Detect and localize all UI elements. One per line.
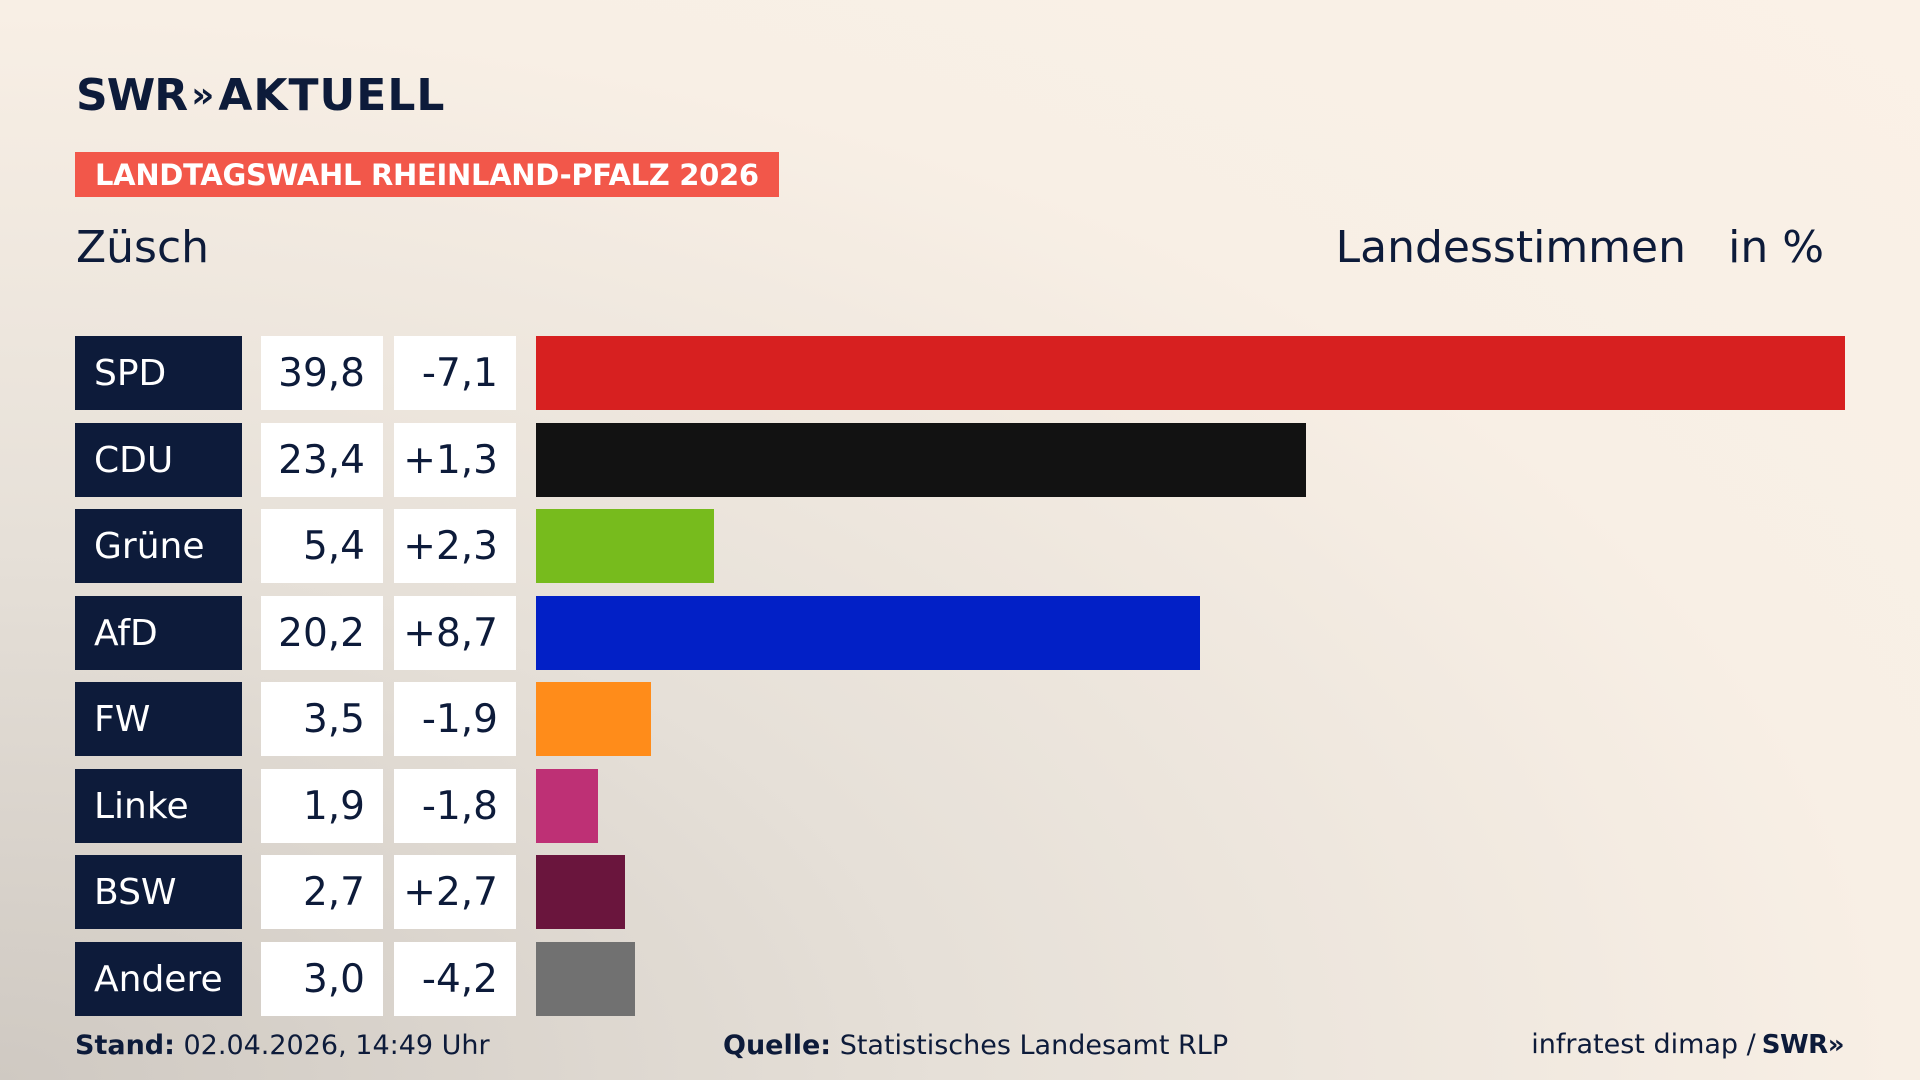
result-row: FW 3,5 -1,9	[75, 682, 1845, 756]
swr-small-logo: SWR»	[1761, 1029, 1845, 1060]
result-row: CDU 23,4 +1,3	[75, 423, 1845, 497]
footer-stand: Stand: 02.04.2026, 14:49 Uhr	[75, 1030, 490, 1061]
vote-change-label: -4,2	[394, 942, 516, 1016]
unit-label: in %	[1728, 222, 1824, 273]
vote-change-label: +2,3	[394, 509, 516, 583]
vote-change-label: +8,7	[394, 596, 516, 670]
result-bar	[536, 509, 714, 583]
swr-aktuell-logo: SWR » AKTUELL	[76, 70, 445, 121]
stand-label: Stand:	[75, 1030, 175, 1061]
result-bar	[536, 769, 598, 843]
vote-share-label: 3,0	[261, 942, 383, 1016]
result-bar	[536, 942, 635, 1016]
election-badge: LANDTAGSWAHL RHEINLAND-PFALZ 2026	[75, 152, 779, 197]
party-label: Grüne	[75, 509, 242, 583]
result-row: SPD 39,8 -7,1	[75, 336, 1845, 410]
vote-share-label: 5,4	[261, 509, 383, 583]
vote-share-label: 39,8	[261, 336, 383, 410]
party-label: AfD	[75, 596, 242, 670]
party-label: Andere	[75, 942, 242, 1016]
source-value: Statistisches Landesamt RLP	[831, 1030, 1229, 1061]
footer-source: Quelle: Statistisches Landesamt RLP	[723, 1030, 1228, 1061]
source-label: Quelle:	[723, 1030, 832, 1061]
party-label: CDU	[75, 423, 242, 497]
party-label: FW	[75, 682, 242, 756]
vote-share-label: 3,5	[261, 682, 383, 756]
result-row: Grüne 5,4 +2,3	[75, 509, 1845, 583]
result-bar	[536, 423, 1306, 497]
result-row: Andere 3,0 -4,2	[75, 942, 1845, 1016]
measure-label: Landesstimmen	[1335, 222, 1686, 273]
vote-share-label: 20,2	[261, 596, 383, 670]
result-row: Linke 1,9 -1,8	[75, 769, 1845, 843]
logo-aktuell-text: AKTUELL	[218, 70, 446, 121]
vote-change-label: +2,7	[394, 855, 516, 929]
result-row: AfD 20,2 +8,7	[75, 596, 1845, 670]
party-label: BSW	[75, 855, 242, 929]
result-bar	[536, 855, 625, 929]
result-bar	[536, 596, 1200, 670]
result-row: BSW 2,7 +2,7	[75, 855, 1845, 929]
result-bar	[536, 682, 651, 756]
logo-swr-text: SWR	[76, 70, 188, 121]
result-bar	[536, 336, 1845, 410]
credit-text: infratest dimap /	[1531, 1029, 1756, 1060]
stand-value: 02.04.2026, 14:49 Uhr	[174, 1030, 490, 1061]
place-title: Züsch	[76, 222, 210, 273]
vote-change-label: -1,9	[394, 682, 516, 756]
vote-share-label: 2,7	[261, 855, 383, 929]
vote-share-label: 23,4	[261, 423, 383, 497]
party-label: SPD	[75, 336, 242, 410]
party-label: Linke	[75, 769, 242, 843]
footer-credit: infratest dimap / SWR»	[1531, 1029, 1844, 1060]
vote-change-label: -1,8	[394, 769, 516, 843]
logo-chevron-icon: »	[191, 75, 214, 116]
vote-share-label: 1,9	[261, 769, 383, 843]
vote-change-label: -7,1	[394, 336, 516, 410]
vote-change-label: +1,3	[394, 423, 516, 497]
